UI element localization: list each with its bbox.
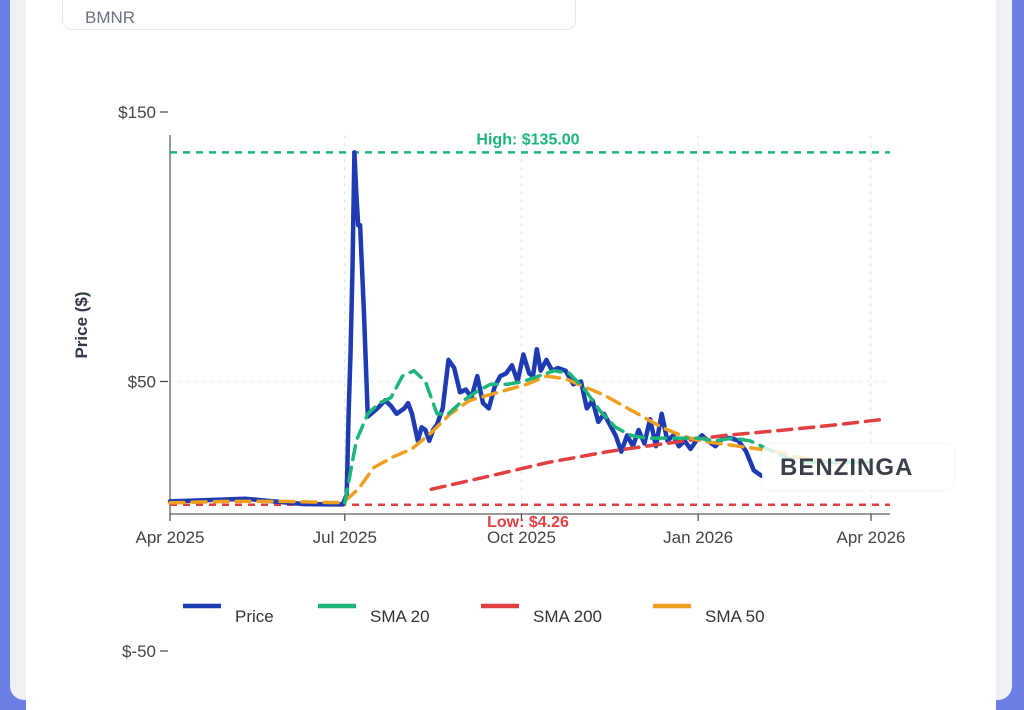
legend-item-sma-200[interactable]: SMA 200 [481,603,602,626]
chart-legend[interactable]: Price SMA 20 SMA 200 SMA 50 [183,603,765,626]
legend-label: Price [235,607,274,626]
legend-item-price[interactable]: Price [183,603,274,626]
benzinga-watermark: BENZINGA [762,444,954,490]
x-tick-label: Apr 2025 [136,528,205,547]
price-chart: $150 $50 $-50 Apr 2025 Jul 2025 Oct 2025 Jan 2… [72,103,906,661]
series-line-price [167,150,764,507]
high-label: High: $135.00 [476,131,579,148]
low-label: Low: $4.26 [487,514,569,531]
x-tick-label: Jul 2025 [313,528,377,547]
series-layer [167,150,887,507]
x-tick-label: Oct 2025 [487,528,556,547]
legend-item-sma-20[interactable]: SMA 20 [318,603,430,626]
y-axis-title: Price ($) [72,291,91,358]
legend-item-sma-50[interactable]: SMA 50 [653,603,765,626]
series-line-sma-200 [429,417,887,492]
legend-label: SMA 20 [370,607,430,626]
y-tick-label: $150 [118,103,156,122]
watermark-text: BENZINGA [780,454,914,481]
chart-labels: Price ($) High: $135.00 Low: $4.26 [72,131,580,530]
y-tick-label: $50 [128,373,156,392]
chart-axes: $150 $50 $-50 Apr 2025 Jul 2025 Oct 2025 Jan 2… [118,103,905,661]
legend-label: SMA 50 [705,607,765,626]
y-tick-label: $-50 [122,642,156,661]
ticker-label: BMNR [85,8,136,27]
legend-label: SMA 200 [533,607,602,626]
x-tick-label: Jan 2026 [663,528,733,547]
chart-panel [26,0,996,710]
x-tick-label: Apr 2026 [837,528,906,547]
ticker-field[interactable]: BMNR [62,0,576,30]
